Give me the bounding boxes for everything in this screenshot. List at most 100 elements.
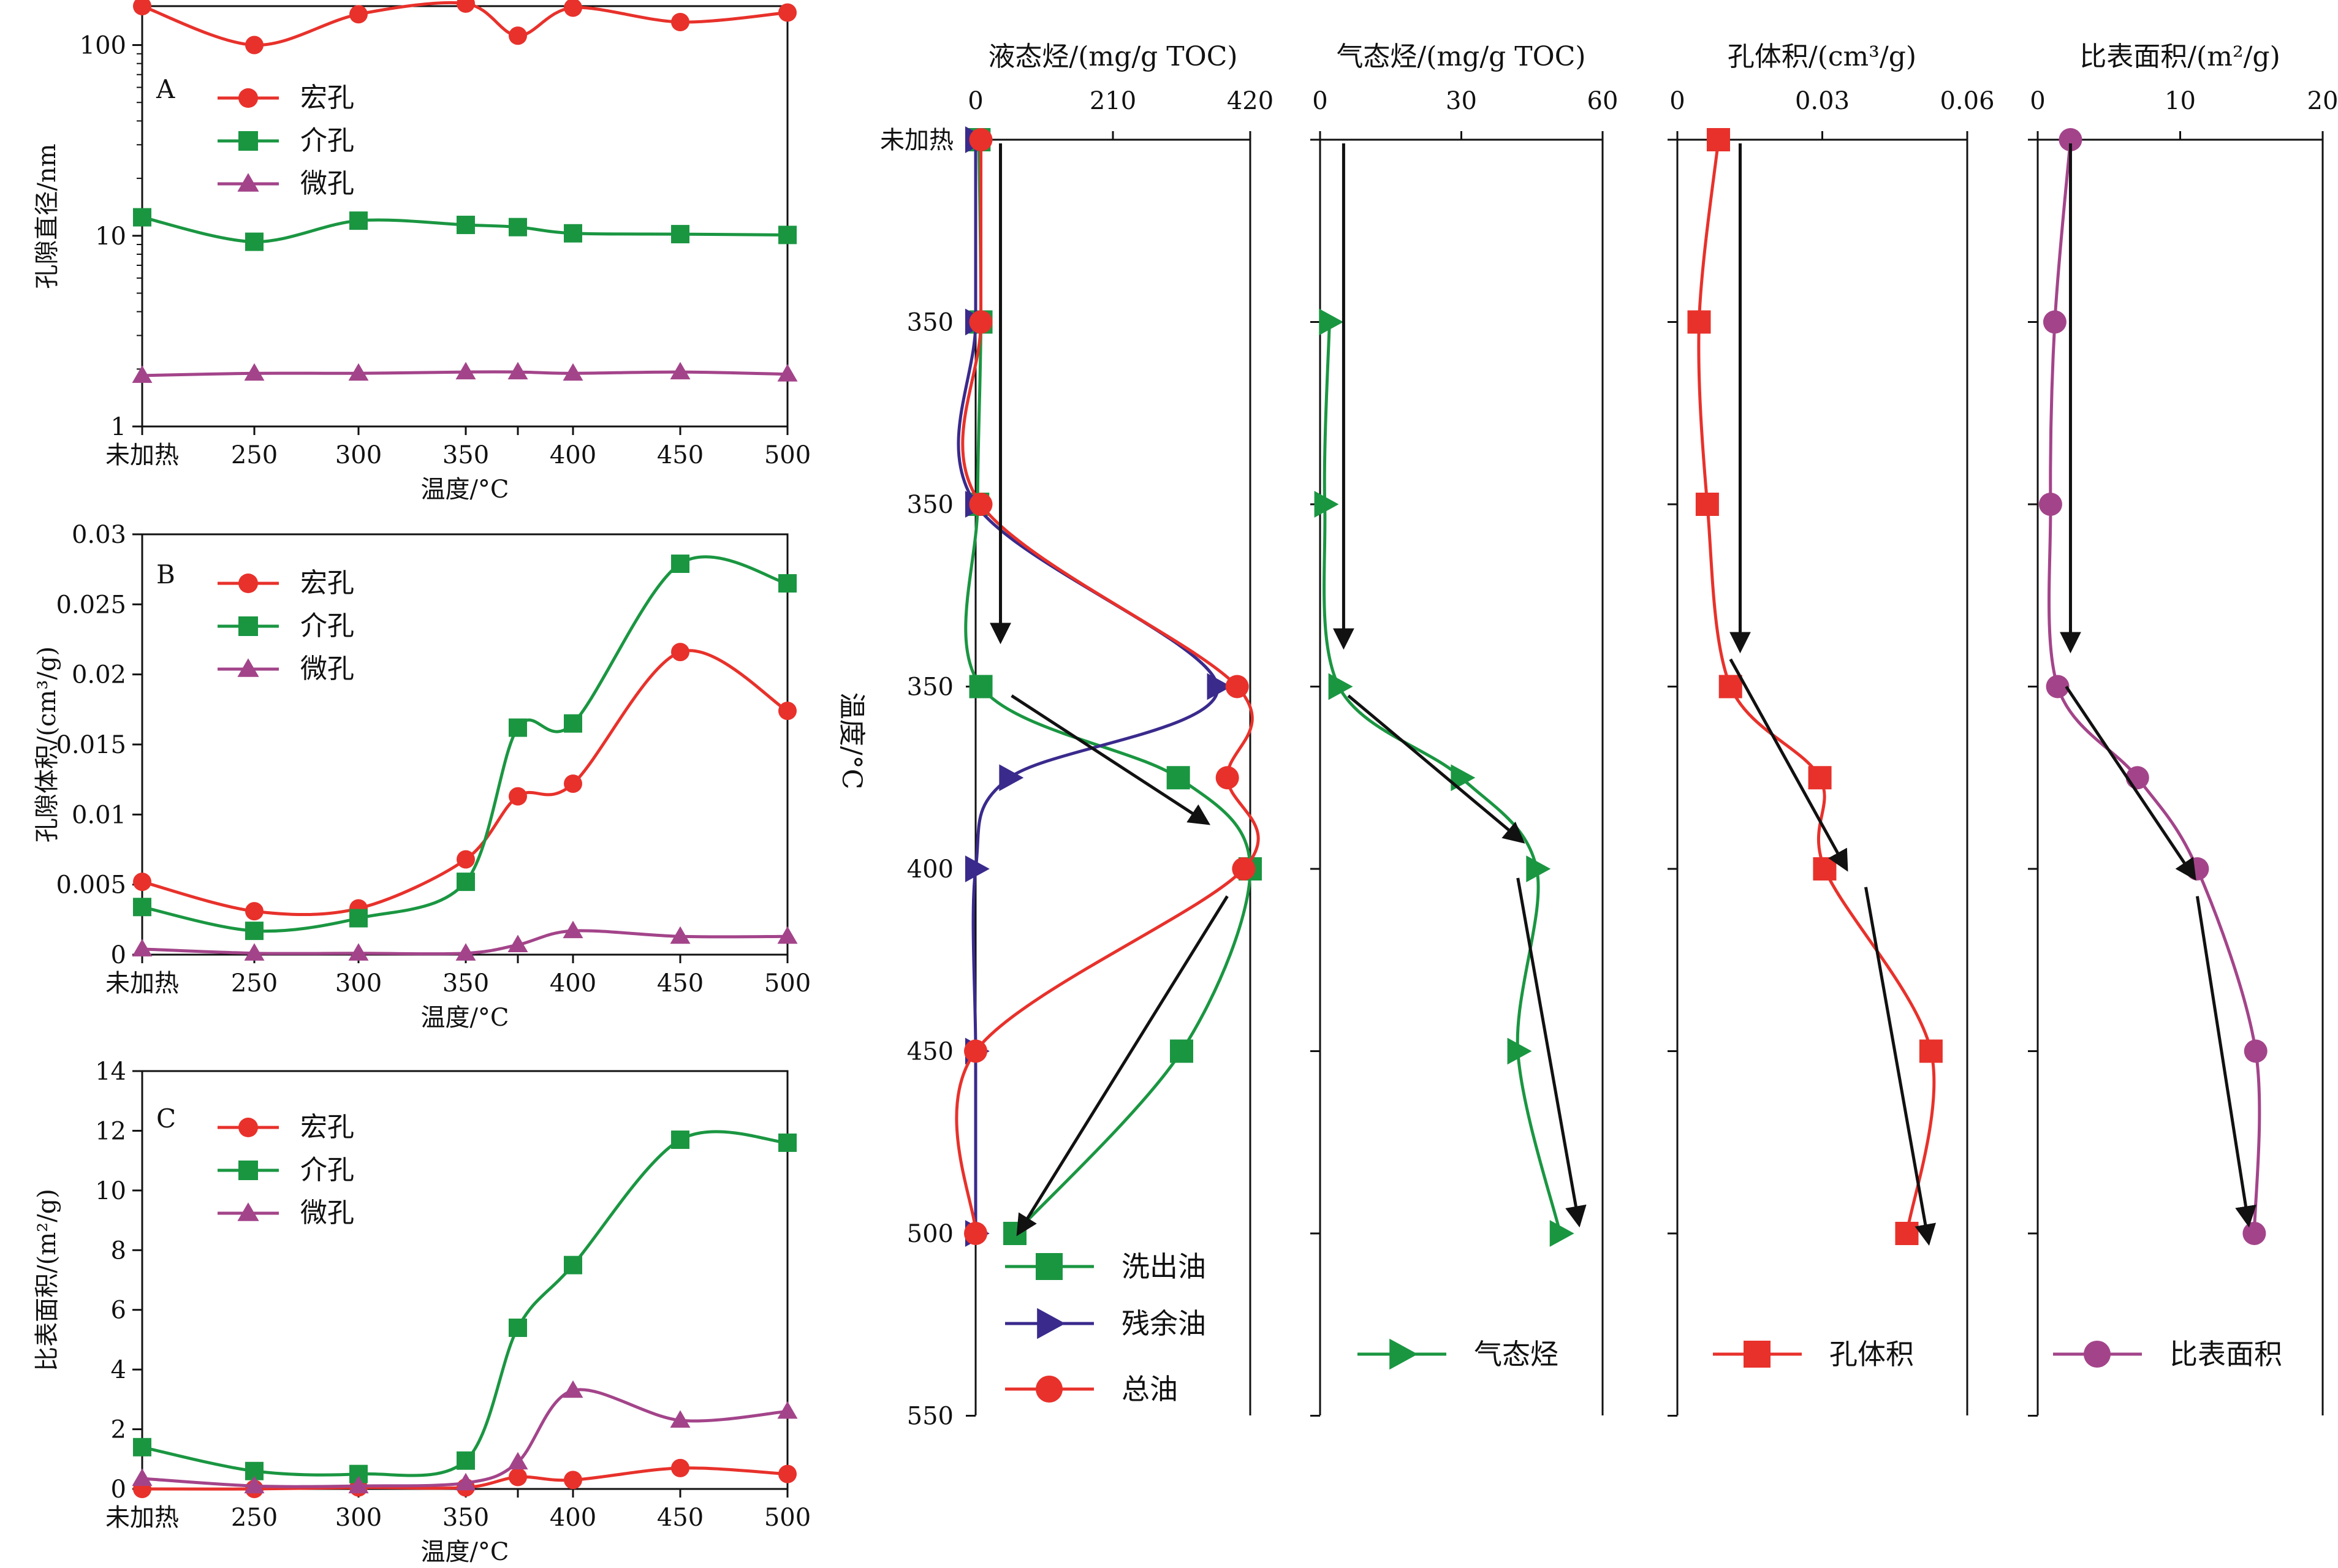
data-point xyxy=(671,1131,689,1149)
y-tick-label: 400 xyxy=(907,855,954,884)
y-tick-label: 0.03 xyxy=(72,521,126,549)
y-tick-label: 0 xyxy=(111,1475,126,1504)
legend-label: 残余油 xyxy=(1122,1307,1206,1340)
data-point xyxy=(1170,1039,1193,1063)
data-point xyxy=(1813,857,1837,881)
legend-marker xyxy=(238,88,258,108)
data-point xyxy=(671,225,689,244)
data-point xyxy=(1451,764,1476,792)
y-tick-label: 100 xyxy=(80,32,126,60)
data-point xyxy=(509,718,527,737)
x-tick-label: 0 xyxy=(1669,87,1685,115)
y-axis-label: 孔隙直径/nm xyxy=(33,143,61,289)
y-tick-label: 350 xyxy=(907,309,954,337)
data-point xyxy=(133,898,151,917)
data-point xyxy=(2125,766,2149,790)
y-tick-label: 12 xyxy=(95,1117,126,1145)
data-point xyxy=(564,1256,582,1274)
y-tick-label: 14 xyxy=(95,1058,126,1086)
data-point xyxy=(778,1464,797,1483)
data-point xyxy=(564,775,582,793)
data-point xyxy=(778,1133,797,1152)
legend-label: 微孔 xyxy=(300,168,354,199)
legend-label: 微孔 xyxy=(300,653,354,684)
x-tick-label: 210 xyxy=(1090,87,1136,115)
x-tick-label: 400 xyxy=(550,1504,596,1532)
x-tick-label: 300 xyxy=(335,1504,382,1532)
x-axis-label: 温度/°C xyxy=(420,1538,509,1566)
trend-arrow-1 xyxy=(1729,658,1848,872)
data-point xyxy=(999,764,1024,792)
panel-C: 0 2 4 6 8 10 12 14 未加热 250 300 350 400 450 500 温度/°C 比表面… xyxy=(33,1058,811,1566)
y-tick-label: 550 xyxy=(907,1403,954,1431)
data-point xyxy=(671,555,689,574)
trend-arrow-2 xyxy=(1016,895,1229,1237)
legend-marker xyxy=(238,131,258,151)
x-tick-label: 450 xyxy=(657,441,704,469)
legend-label: 微孔 xyxy=(300,1197,354,1229)
data-point xyxy=(133,873,151,892)
y-tick-label: 0 xyxy=(111,941,126,969)
data-point xyxy=(1718,675,1742,699)
y-tick-label: 2 xyxy=(111,1416,126,1444)
data-point xyxy=(349,909,368,928)
y-tick-label: 4 xyxy=(111,1356,126,1384)
x-tick-label: 未加热 xyxy=(105,969,179,998)
data-point xyxy=(244,363,265,381)
x-tick-label: 450 xyxy=(657,969,704,998)
y-tick-label: 10 xyxy=(95,222,126,251)
panel-title: 孔体积/(cm³/g) xyxy=(1728,41,1916,72)
data-point xyxy=(964,1222,987,1245)
legend-label: 气态烃 xyxy=(1474,1338,1558,1371)
data-point xyxy=(245,232,264,251)
x-tick-label: 400 xyxy=(550,969,596,998)
legend-marker xyxy=(1744,1341,1771,1368)
data-point xyxy=(1695,493,1719,516)
y-axis-label: 孔隙体积/(cm³/g) xyxy=(33,646,61,843)
y-tick-label: 0.02 xyxy=(72,661,126,689)
legend-marker xyxy=(2084,1341,2111,1368)
data-point xyxy=(969,675,993,699)
x-tick-label: 500 xyxy=(764,969,811,998)
data-point xyxy=(132,939,153,956)
data-point xyxy=(563,1380,583,1398)
data-point xyxy=(133,1437,151,1456)
panel-E: 气态烃/(mg/g TOC) 0 30 60 气态烃 xyxy=(1310,41,1618,1417)
y-tick-label: 0.015 xyxy=(56,731,126,759)
y-tick-label: 500 xyxy=(907,1220,954,1248)
trend-arrow-2 xyxy=(1864,887,1936,1246)
panel-label: B xyxy=(156,559,175,589)
data-point xyxy=(1225,675,1249,699)
data-point xyxy=(2059,128,2082,151)
y-tick-label: 8 xyxy=(111,1237,126,1265)
data-point xyxy=(964,1039,987,1063)
data-point xyxy=(133,208,151,227)
x-tick-label: 20 xyxy=(2307,87,2338,115)
x-tick-label: 350 xyxy=(442,969,489,998)
trend-arrow-2 xyxy=(1516,877,1587,1228)
x-axis-label: 温度/°C xyxy=(420,475,509,504)
legend-label: 介孔 xyxy=(300,610,354,642)
data-point xyxy=(564,714,582,733)
data-point xyxy=(2244,1039,2268,1063)
legend-label: 比表面积 xyxy=(2169,1338,2282,1371)
x-tick-label: 30 xyxy=(1446,87,1477,115)
panel-title: 比表面积/(m²/g) xyxy=(2079,41,2280,72)
data-point xyxy=(245,922,264,941)
data-point xyxy=(349,211,368,230)
data-point xyxy=(455,1472,476,1491)
data-point xyxy=(671,643,689,662)
x-tick-label: 420 xyxy=(1227,87,1273,115)
data-point xyxy=(777,1401,798,1419)
legend-label: 宏孔 xyxy=(300,82,354,113)
x-tick-label: 300 xyxy=(335,441,382,469)
data-point xyxy=(457,1451,475,1470)
series-line-0 xyxy=(1323,322,1562,1234)
x-tick-label: 250 xyxy=(231,441,278,469)
data-point xyxy=(348,1475,369,1494)
y-tick-label: 1 xyxy=(111,413,126,441)
panel-B: 0 0.005 0.01 0.015 0.02 0.025 0.03 未加热 250 300 350… xyxy=(33,521,811,1032)
data-point xyxy=(1314,491,1339,518)
data-point xyxy=(244,943,265,961)
